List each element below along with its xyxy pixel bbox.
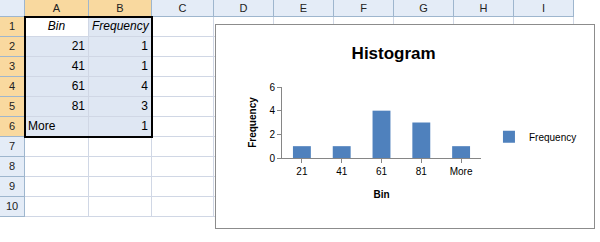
html-text:1: 1 bbox=[8, 20, 16, 32]
svg-text:0: 0 bbox=[269, 153, 275, 164]
html-text:D: D bbox=[239, 2, 248, 14]
svg-text:4: 4 bbox=[269, 105, 275, 116]
svg-text:61: 61 bbox=[376, 166, 388, 177]
html-text:H: H bbox=[479, 2, 488, 14]
svg-text:Frequency: Frequency bbox=[247, 97, 258, 148]
html-text:A: A bbox=[52, 2, 61, 14]
html-text:9: 9 bbox=[8, 180, 16, 192]
html-text:81: 81 bbox=[71, 99, 85, 113]
html-text:3: 3 bbox=[141, 99, 148, 113]
html-text:I: I bbox=[542, 2, 545, 14]
html-text:3: 3 bbox=[8, 60, 16, 72]
svg-text:6: 6 bbox=[269, 82, 275, 93]
svg-text:41: 41 bbox=[336, 166, 348, 177]
html-text:1: 1 bbox=[141, 119, 148, 133]
html-text:4: 4 bbox=[141, 79, 148, 93]
html-text:E: E bbox=[299, 2, 308, 14]
svg-text:21: 21 bbox=[296, 166, 308, 177]
html-text:8: 8 bbox=[8, 160, 16, 172]
html-text:G: G bbox=[419, 2, 428, 14]
svg-text:Frequency: Frequency bbox=[529, 132, 576, 143]
svg-text:2: 2 bbox=[269, 129, 275, 140]
html-text:Bin: Bin bbox=[47, 19, 66, 33]
svg-text:Bin: Bin bbox=[373, 189, 389, 200]
html-text:2: 2 bbox=[8, 40, 16, 52]
html-text:5: 5 bbox=[8, 100, 16, 112]
html-text:21: 21 bbox=[71, 39, 85, 53]
html-text:41: 41 bbox=[71, 59, 85, 73]
html-text:7: 7 bbox=[8, 140, 16, 152]
html-text:4: 4 bbox=[8, 80, 16, 92]
html-text:1: 1 bbox=[141, 59, 148, 73]
html-text:More: More bbox=[28, 119, 56, 133]
svg-text:81: 81 bbox=[416, 166, 428, 177]
svg-text:More: More bbox=[450, 166, 473, 177]
svg-text:Histogram: Histogram bbox=[352, 44, 436, 63]
html-text:B: B bbox=[116, 2, 124, 14]
html-text:C: C bbox=[178, 2, 187, 14]
html-text:Frequency: Frequency bbox=[92, 19, 149, 33]
html-text:F: F bbox=[360, 2, 367, 14]
html-text:6: 6 bbox=[8, 120, 16, 132]
html-text:1: 1 bbox=[141, 39, 148, 53]
html-text:61: 61 bbox=[71, 79, 85, 93]
html-text:10: 10 bbox=[5, 200, 19, 212]
